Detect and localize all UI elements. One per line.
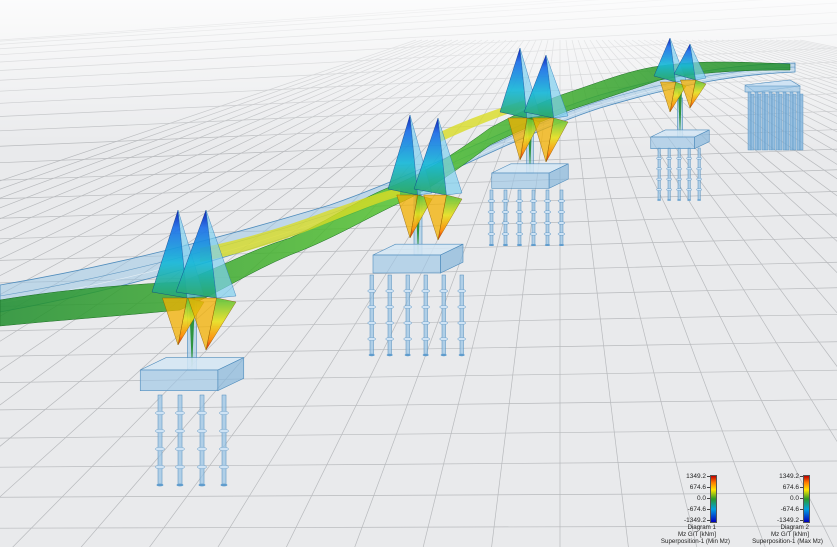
legend-tick: -1349.2 bbox=[650, 517, 710, 524]
legend-tick: 0.0 bbox=[743, 495, 803, 502]
color-scale-legend-min: 1349.2 674.6 0.0 -674.6 -1349.2 Diagram … bbox=[650, 473, 730, 545]
legend-quantity: Mz G/T [kNm] bbox=[677, 531, 716, 538]
color-scale-bar bbox=[710, 475, 717, 523]
legend-case: Superposition-1 (Max Mz) bbox=[752, 538, 823, 545]
legend-tick: 1349.2 bbox=[743, 473, 803, 480]
legend-tick: 674.6 bbox=[650, 484, 710, 491]
moment-diagram-peaks bbox=[151, 37, 707, 351]
legend-tick: 674.6 bbox=[743, 484, 803, 491]
color-scale-bar bbox=[803, 475, 810, 523]
legend-tick: 0.0 bbox=[650, 495, 710, 502]
legend-title: Diagram 1 bbox=[687, 524, 716, 531]
legend-tick: 1349.2 bbox=[650, 473, 710, 480]
legend-quantity: Mz G/T [kNm] bbox=[770, 531, 809, 538]
legend-tick: -674.6 bbox=[743, 506, 803, 513]
legend-tick: -1349.2 bbox=[743, 517, 803, 524]
abutment-piles bbox=[744, 79, 804, 151]
legend-tick: -674.6 bbox=[650, 506, 710, 513]
legend-title: Diagram 2 bbox=[780, 524, 809, 531]
color-scale-legend-max: 1349.2 674.6 0.0 -674.6 -1349.2 Diagram … bbox=[743, 473, 823, 545]
legend-case: Superposition-1 (Min Mz) bbox=[660, 538, 730, 545]
